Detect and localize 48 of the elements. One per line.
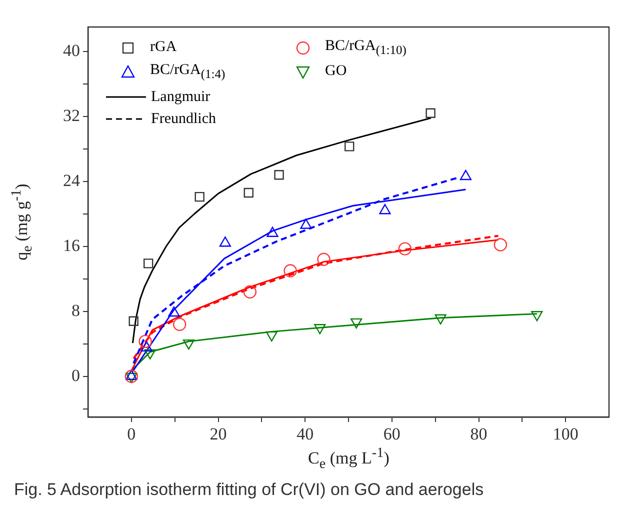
x-tick-label: 40 xyxy=(296,424,314,444)
point xyxy=(284,264,297,278)
point xyxy=(531,311,543,322)
point xyxy=(274,170,284,180)
point xyxy=(124,370,138,383)
point xyxy=(144,349,156,360)
point xyxy=(494,238,508,252)
point xyxy=(434,314,446,324)
y-tick-label: 0 xyxy=(72,366,80,385)
y-tick-label: 32 xyxy=(63,106,80,125)
point xyxy=(379,204,391,214)
x-tick-label: 80 xyxy=(470,424,488,444)
point xyxy=(300,218,312,229)
point xyxy=(426,108,436,118)
point xyxy=(128,316,138,326)
y-tick-label: 16 xyxy=(63,236,80,255)
point xyxy=(344,142,354,152)
x-tick-label: 0 xyxy=(127,424,136,444)
point xyxy=(266,226,278,237)
point xyxy=(350,318,362,329)
point xyxy=(126,372,138,383)
legend-label: rGA xyxy=(150,39,177,56)
point xyxy=(244,188,254,198)
point xyxy=(266,331,278,342)
legend-label: BC/rGA$_{(1:10)}$ xyxy=(325,38,406,58)
y-tick-label: 40 xyxy=(63,40,80,60)
caption: Fig. 5 Adsorption isotherm fitting of Cr(VI) on GO and aerogels xyxy=(14,480,484,500)
point xyxy=(460,170,472,180)
annotation: Freundlich xyxy=(151,110,216,128)
point xyxy=(173,318,186,331)
point xyxy=(219,236,231,247)
point xyxy=(182,339,195,350)
point xyxy=(398,242,412,256)
legend-label: BC/rGA$_{(1:4)}$ xyxy=(150,62,226,82)
point xyxy=(138,334,152,348)
x-tick-label: 20 xyxy=(210,424,227,444)
point xyxy=(243,285,257,298)
legend-label: GO xyxy=(325,63,347,80)
y-tick-label: 24 xyxy=(63,170,80,190)
x-tick-label: 60 xyxy=(383,424,400,444)
x-axis-title: C$_{e}$ (mg L$^{-1}$) xyxy=(308,445,390,474)
x-tick-label: 100 xyxy=(552,424,578,444)
point xyxy=(144,258,154,268)
point xyxy=(317,252,330,266)
point xyxy=(194,192,204,202)
y-tick-label: 8 xyxy=(72,300,80,320)
point xyxy=(314,324,326,334)
annotation: Langmuir xyxy=(151,88,210,106)
